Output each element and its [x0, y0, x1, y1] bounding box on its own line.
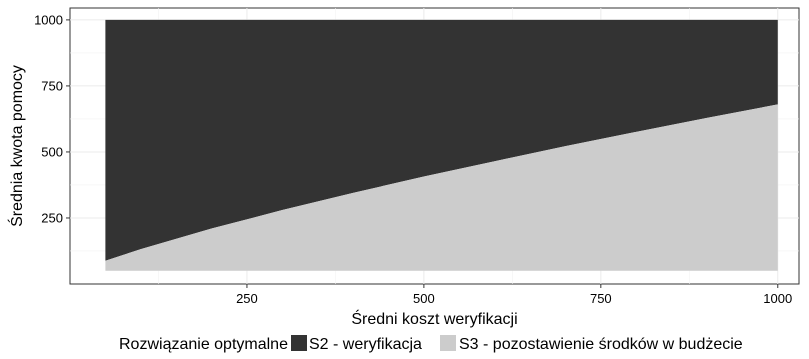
legend: Rozwiązanie optymalne S2 - weryfikacja S… [119, 335, 743, 353]
y-tick-label: 500 [41, 144, 63, 159]
x-axis-title: Średni koszt weryfikacji [351, 309, 517, 328]
y-tick-label: 250 [41, 210, 63, 225]
legend-title: Rozwiązanie optymalne [119, 336, 288, 353]
legend-label-s2: S2 - weryfikacja [309, 336, 422, 353]
legend-swatch-s2 [291, 335, 307, 351]
y-tick-label: 750 [41, 78, 63, 93]
x-tick-label: 1000 [763, 291, 792, 306]
x-tick-label: 500 [413, 291, 435, 306]
area-series-3 [105, 104, 778, 271]
x-tick-label: 750 [590, 291, 612, 306]
y-axis-title: Średnia kwota pomocy [7, 65, 26, 227]
y-axis: 250 500 750 1000 [34, 12, 70, 225]
legend-label-s3: S3 - pozostawienie środków w budżecie [459, 336, 743, 353]
area-series-2 [105, 19, 778, 261]
y-tick-label: 1000 [34, 12, 63, 27]
x-axis: 250 500 750 1000 [236, 284, 792, 306]
x-tick-label: 250 [236, 291, 258, 306]
data-areas [105, 19, 778, 271]
legend-swatch-s3 [440, 335, 456, 351]
